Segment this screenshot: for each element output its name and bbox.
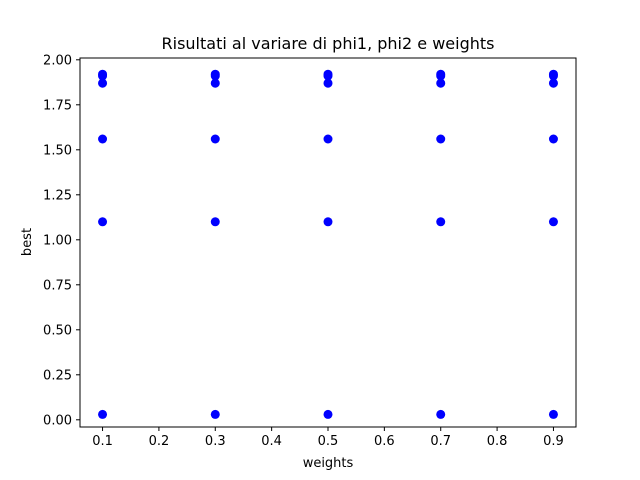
y-axis-ticks: 0.00 0.25 0.50 0.75 1.00 1.25 1.50 1.75 2.00	[43, 53, 80, 428]
data-point	[210, 217, 220, 227]
data-points	[98, 69, 558, 419]
data-point	[98, 71, 108, 81]
data-point	[210, 71, 220, 81]
x-axis-label: weights	[303, 456, 354, 471]
data-point	[210, 134, 220, 144]
data-point	[323, 71, 333, 81]
data-point	[323, 217, 333, 227]
data-point	[210, 78, 220, 88]
x-tick-label: 0.8	[487, 434, 508, 449]
data-point	[98, 217, 108, 227]
x-axis-ticks: 0.1 0.2 0.3 0.4 0.5 0.6 0.7 0.8 0.9	[92, 427, 564, 449]
x-tick-label: 0.9	[543, 434, 564, 449]
x-tick-label: 0.6	[374, 434, 395, 449]
data-point	[548, 217, 558, 227]
y-tick-label: 0.75	[43, 278, 72, 293]
data-point	[323, 78, 333, 88]
y-tick-label: 1.50	[43, 143, 72, 158]
y-tick-label: 0.25	[43, 368, 72, 383]
y-tick-label: 1.75	[43, 98, 72, 113]
x-tick-label: 0.4	[261, 434, 282, 449]
y-tick-label: 1.25	[43, 188, 72, 203]
x-tick-label: 0.7	[430, 434, 451, 449]
data-point	[548, 134, 558, 144]
data-point	[98, 409, 108, 419]
data-point	[210, 409, 220, 419]
data-point	[436, 134, 446, 144]
data-point	[436, 217, 446, 227]
data-point	[436, 78, 446, 88]
data-point	[323, 134, 333, 144]
data-point	[436, 71, 446, 81]
y-tick-label: 0.50	[43, 323, 72, 338]
x-tick-label: 0.2	[149, 434, 170, 449]
data-point	[548, 78, 558, 88]
data-point	[323, 409, 333, 419]
data-point	[548, 409, 558, 419]
data-point	[98, 134, 108, 144]
x-tick-label: 0.1	[92, 434, 113, 449]
y-tick-label: 1.00	[43, 233, 72, 248]
plot-frame	[79, 57, 577, 428]
y-axis-label: best	[20, 228, 35, 256]
x-tick-label: 0.3	[205, 434, 226, 449]
data-point	[548, 71, 558, 81]
data-point	[436, 409, 446, 419]
chart-title: Risultati al variare di phi1, phi2 e wei…	[162, 34, 495, 53]
data-point	[98, 78, 108, 88]
y-tick-label: 2.00	[43, 53, 72, 68]
y-tick-label: 0.00	[43, 413, 72, 428]
x-tick-label: 0.5	[318, 434, 339, 449]
